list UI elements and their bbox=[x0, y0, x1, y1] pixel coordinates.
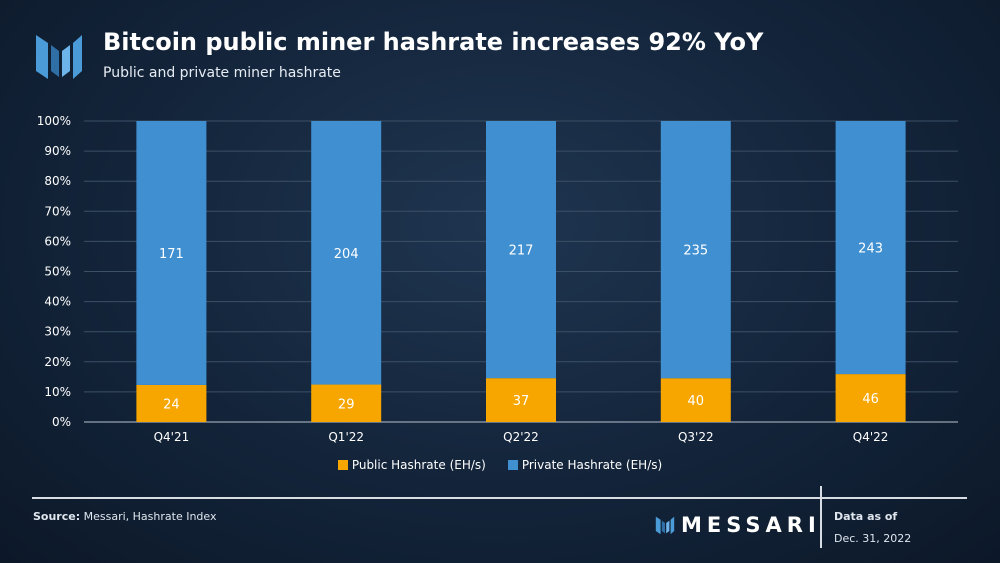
bar-public bbox=[136, 384, 207, 422]
y-tick-label: 70% bbox=[44, 204, 71, 218]
y-tick-label: 100% bbox=[37, 114, 71, 128]
bar-private bbox=[311, 121, 382, 385]
bar-private bbox=[486, 121, 556, 379]
brand-wordmark: MESSARI bbox=[681, 513, 821, 537]
y-tick-label: 90% bbox=[44, 144, 71, 158]
legend-item-public: Public Hashrate (EH/s) bbox=[337, 458, 486, 472]
x-tick-label: Q1'22 bbox=[328, 430, 364, 444]
data-as-of-label: Data as of bbox=[834, 510, 898, 523]
messari-small-logo-icon bbox=[655, 516, 675, 535]
data-label-public: 24 bbox=[163, 397, 180, 412]
footer-vertical-divider bbox=[820, 486, 822, 548]
x-tick-label: Q4'22 bbox=[853, 430, 889, 444]
x-tick-label: Q3'22 bbox=[678, 430, 714, 444]
bar-private bbox=[660, 121, 731, 379]
bar-public bbox=[660, 378, 731, 422]
y-tick-label: 60% bbox=[44, 234, 71, 248]
data-label-private: 171 bbox=[159, 247, 184, 262]
data-label-public: 37 bbox=[513, 394, 530, 409]
data-label-public: 29 bbox=[338, 397, 355, 412]
source-note: Source: Messari, Hashrate Index bbox=[33, 510, 217, 523]
y-tick-label: 80% bbox=[44, 174, 71, 188]
legend-label-private: Private Hashrate (EH/s) bbox=[521, 458, 663, 472]
data-label-private: 235 bbox=[683, 244, 708, 259]
bar-private bbox=[835, 121, 906, 375]
y-tick-label: 40% bbox=[44, 295, 71, 309]
y-tick-label: 30% bbox=[44, 325, 71, 339]
bar-public bbox=[835, 374, 906, 422]
footer-divider bbox=[32, 497, 967, 499]
data-label-private: 217 bbox=[509, 244, 534, 259]
data-label-private: 204 bbox=[334, 247, 359, 262]
legend-label-public: Public Hashrate (EH/s) bbox=[351, 458, 486, 472]
y-tick-label: 20% bbox=[44, 355, 71, 369]
x-tick-label: Q2'22 bbox=[503, 430, 539, 444]
x-tick-label: Q4'21 bbox=[154, 430, 190, 444]
data-label-private: 243 bbox=[858, 242, 883, 257]
source-label: Source: bbox=[33, 510, 81, 523]
data-label-public: 46 bbox=[862, 392, 879, 407]
data-label-public: 40 bbox=[688, 394, 705, 409]
source-text: Messari, Hashrate Index bbox=[83, 510, 217, 523]
y-tick-label: 0% bbox=[52, 415, 71, 429]
data-as-of-date: Dec. 31, 2022 bbox=[834, 532, 912, 545]
y-tick-label: 10% bbox=[44, 385, 71, 399]
legend-swatch-public bbox=[337, 460, 348, 470]
bar-public bbox=[486, 378, 556, 422]
messari-logo-icon bbox=[36, 35, 82, 79]
chart-legend: Public Hashrate (EH/s) Private Hashrate … bbox=[0, 458, 1000, 472]
bar-public bbox=[311, 384, 382, 422]
y-tick-label: 50% bbox=[44, 265, 71, 279]
legend-item-private: Private Hashrate (EH/s) bbox=[507, 458, 663, 472]
bar-private bbox=[136, 121, 207, 385]
page-subtitle: Public and private miner hashrate bbox=[103, 65, 341, 81]
messari-brand: MESSARI bbox=[655, 513, 821, 537]
legend-swatch-private bbox=[507, 460, 518, 470]
page-title: Bitcoin public miner hashrate increases … bbox=[103, 28, 764, 56]
